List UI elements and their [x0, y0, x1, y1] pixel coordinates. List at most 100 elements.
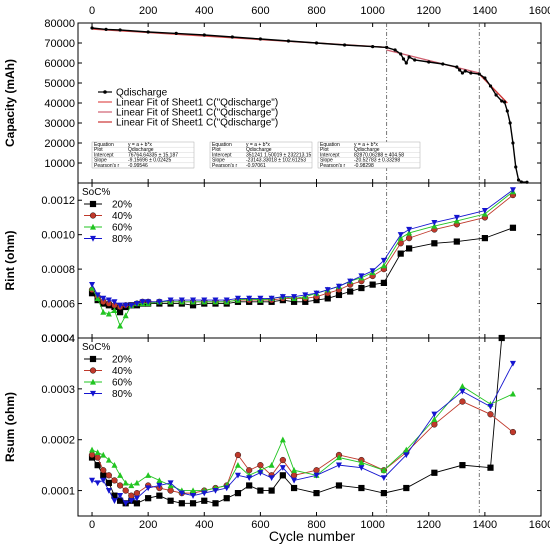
qdischarge-point — [399, 52, 403, 56]
fit-table-frame — [91, 141, 195, 169]
data-point — [133, 495, 140, 502]
fit-table-key: Pearson's r — [94, 163, 119, 169]
data-point — [268, 475, 275, 482]
y-tick-label: 0.0002 — [41, 435, 75, 447]
data-point — [347, 288, 354, 295]
data-point — [481, 235, 488, 242]
data-point — [358, 284, 365, 292]
data-point — [116, 309, 124, 316]
series-20pct — [88, 224, 517, 316]
data-point — [291, 467, 298, 473]
series-40pct — [88, 398, 517, 499]
legend-label: Qdischarge — [116, 88, 168, 99]
data-point — [111, 307, 118, 314]
x-tick-label: 1000 — [360, 5, 384, 17]
fit-table-value: y = a + b*x — [246, 142, 270, 148]
data-point — [380, 262, 387, 269]
qdischarge-point — [401, 57, 406, 61]
data-point — [498, 334, 505, 342]
qdischarge-point — [508, 121, 512, 125]
qdischarge-point — [286, 39, 291, 43]
data-point — [212, 500, 219, 507]
fit-table: Equation y = a + b*x Plot Qdischarge Interce… — [91, 141, 195, 169]
fit-table-frame — [209, 141, 313, 169]
data-point — [212, 487, 219, 494]
x-tick-label: 400 — [195, 5, 213, 17]
data-point — [403, 446, 410, 453]
data-point — [431, 469, 438, 476]
data-point — [431, 411, 438, 418]
fit-table-key: Plot — [320, 147, 329, 153]
fit-table: Equation y = a + b*x Plot Qdischarge Interce… — [317, 141, 421, 169]
y-tick-label: 80000 — [44, 18, 75, 30]
data-point — [89, 477, 96, 484]
data-point — [380, 475, 387, 482]
legend-label: Linear Fit of Sheet1 C("Qdischarge") — [116, 98, 278, 109]
data-point — [122, 487, 129, 494]
data-point — [111, 477, 118, 484]
y-tick-label: 0.0006 — [41, 299, 75, 311]
series-80pct — [89, 187, 516, 309]
qdischarge-point — [460, 71, 465, 75]
legend-label: 20% — [112, 200, 132, 211]
data-point — [509, 187, 516, 194]
y-axis-label: Rint (ohm) — [3, 231, 17, 291]
legend-marker — [89, 367, 97, 374]
series-40pct — [88, 191, 517, 311]
x-tick-label: 400 — [195, 519, 213, 531]
fit-table-value: 82870.06288 ± 404.58 — [354, 152, 404, 158]
legend-title: SoC% — [82, 342, 110, 353]
data-point — [358, 465, 365, 471]
data-point — [145, 495, 152, 502]
data-point — [100, 472, 107, 479]
fit-table-key: Intercept — [320, 152, 340, 158]
data-point — [105, 472, 112, 479]
qdischarge-point — [477, 72, 481, 76]
fit-table-value: -20.52783 ± 0.33298 — [354, 158, 400, 164]
data-point — [116, 482, 124, 489]
data-point — [178, 297, 185, 304]
x-tick-label: 1600 — [529, 5, 550, 17]
data-point — [324, 287, 331, 293]
qdischarge-point — [385, 45, 389, 50]
qdischarge-point — [505, 109, 509, 113]
fit-table-key: Intercept — [212, 152, 232, 158]
x-tick-label: 600 — [251, 519, 269, 531]
data-point — [212, 297, 219, 304]
data-point — [279, 436, 286, 443]
data-point — [257, 487, 264, 494]
qdischarge-point — [314, 41, 319, 45]
data-point — [88, 451, 96, 459]
series-line — [91, 337, 503, 504]
y-tick-label: 40000 — [44, 98, 75, 110]
qdischarge-point — [407, 55, 411, 59]
x-tick-label: 200 — [139, 519, 157, 531]
fit-table-value: -0.97061 — [246, 163, 266, 169]
data-point — [397, 232, 404, 238]
fit-table-value: -0.98298 — [354, 163, 374, 169]
plot-frame — [77, 182, 542, 339]
legend-label: 60% — [112, 378, 132, 389]
data-point — [156, 477, 163, 483]
data-point — [268, 461, 275, 468]
data-point — [223, 495, 230, 502]
y-tick-label: 60000 — [44, 58, 75, 70]
data-point — [94, 292, 101, 299]
fit-table-key: Equation — [212, 142, 232, 148]
fit-table-value: 76764.64335 ± 15.187 — [128, 152, 178, 158]
data-point — [324, 295, 331, 302]
data-point — [94, 462, 101, 469]
legend-label: Linear Fit of Sheet1 C("Qdischarge") — [116, 118, 278, 129]
qdischarge-point — [516, 178, 521, 182]
data-point — [105, 479, 112, 487]
rint-panel: 0.0004 0.0006 0.0008 0.0010 0.0012 Rint (ohm)… — [3, 182, 542, 345]
qdischarge-point — [258, 37, 262, 41]
data-point — [167, 487, 174, 494]
data-point — [128, 482, 135, 489]
data-point — [290, 484, 298, 492]
qdischarge-point — [174, 31, 178, 35]
data-point — [509, 390, 516, 397]
data-point — [487, 404, 494, 410]
legend-label: 80% — [112, 389, 132, 400]
data-point — [380, 279, 387, 286]
